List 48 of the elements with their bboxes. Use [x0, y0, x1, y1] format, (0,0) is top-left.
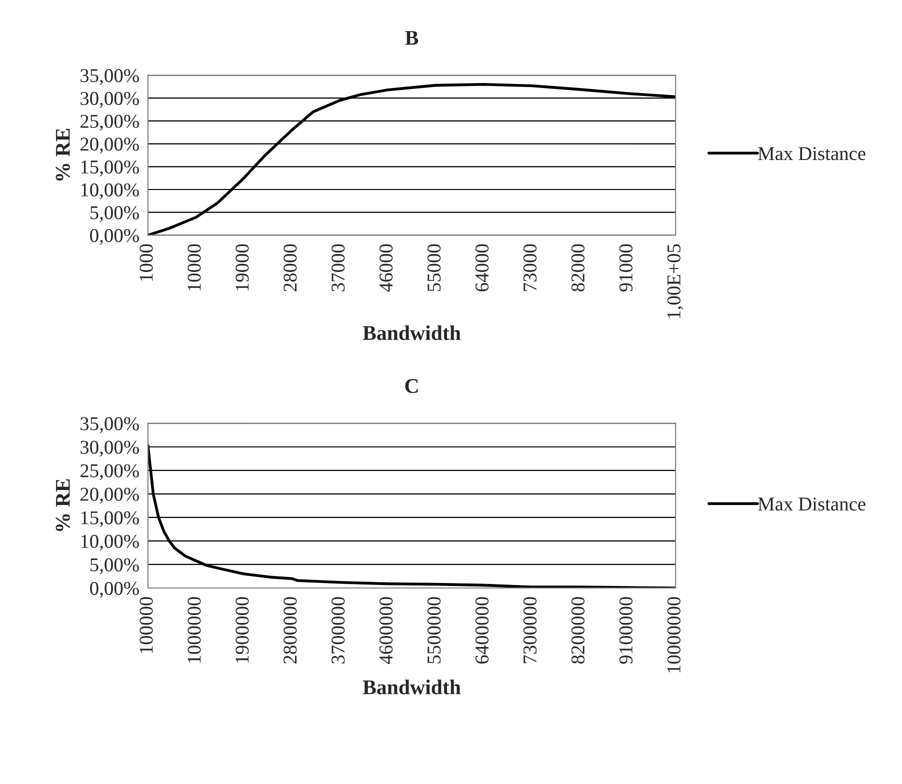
y-tick-label: 0,00% [90, 229, 139, 245]
x-tick-label: 55000 [427, 244, 441, 292]
legend-label: Max Distance [758, 498, 866, 511]
x-tick-label: 7300000 [523, 597, 537, 664]
y-tick-label: 5,00% [90, 206, 139, 222]
x-tick-label: 1,00E+05 [667, 244, 684, 318]
x-tick-label: 4600000 [380, 597, 393, 664]
x-tick-label: 19000 [236, 244, 249, 290]
x-tick-label: 8200000 [571, 597, 585, 664]
y-tick-label: 15,00% [81, 511, 139, 528]
x-tick-label: 100000 [140, 597, 153, 653]
y-tick-label: 20,00% [80, 138, 139, 154]
legend-label: Max Distance [758, 147, 866, 160]
y-tick-label: 35,00% [80, 417, 139, 434]
chart-title: B [405, 31, 418, 45]
x-tick-label: 1000000 [188, 597, 201, 663]
x-tick-label: 46000 [380, 244, 393, 292]
y-tick-label: 10,00% [81, 534, 139, 551]
y-tick-label: 30,00% [80, 92, 139, 108]
x-tick-label: 28000 [284, 244, 297, 292]
y-tick-label: 15,00% [81, 160, 139, 176]
x-tick-label: 1900000 [236, 597, 249, 663]
x-tick-label: 73000 [523, 244, 537, 291]
chart-title: C [405, 379, 418, 394]
y-tick-label: 35,00% [80, 69, 139, 85]
y-tick-label: 10,00% [81, 183, 139, 200]
x-tick-label: 5500000 [427, 597, 441, 664]
x-tick-label: 10000 [188, 244, 201, 290]
y-axis-title: % RE [56, 479, 70, 532]
x-tick-label: 82000 [571, 244, 585, 292]
x-tick-label: 9100000 [619, 597, 632, 664]
y-axis-title: % RE [56, 128, 70, 181]
y-tick-label: 20,00% [80, 488, 139, 504]
x-tick-label: 2800000 [284, 597, 297, 664]
y-tick-label: 30,00% [80, 440, 139, 457]
x-tick-label: 64000 [475, 244, 489, 292]
x-tick-label: 6400000 [475, 597, 489, 664]
x-axis-title: Bandwidth [362, 680, 461, 694]
x-tick-label: 3700000 [332, 597, 345, 664]
y-tick-label: 25,00% [80, 114, 139, 131]
y-tick-label: 0,00% [90, 582, 139, 598]
x-axis-title: Bandwidth [362, 325, 461, 340]
y-tick-label: 25,00% [80, 464, 139, 480]
y-tick-label: 5,00% [90, 558, 139, 574]
x-tick-label: 1000 [140, 244, 153, 281]
x-tick-label: 37000 [332, 244, 345, 292]
x-tick-label: 91000 [619, 244, 632, 292]
x-tick-label: 10000000 [667, 597, 680, 672]
